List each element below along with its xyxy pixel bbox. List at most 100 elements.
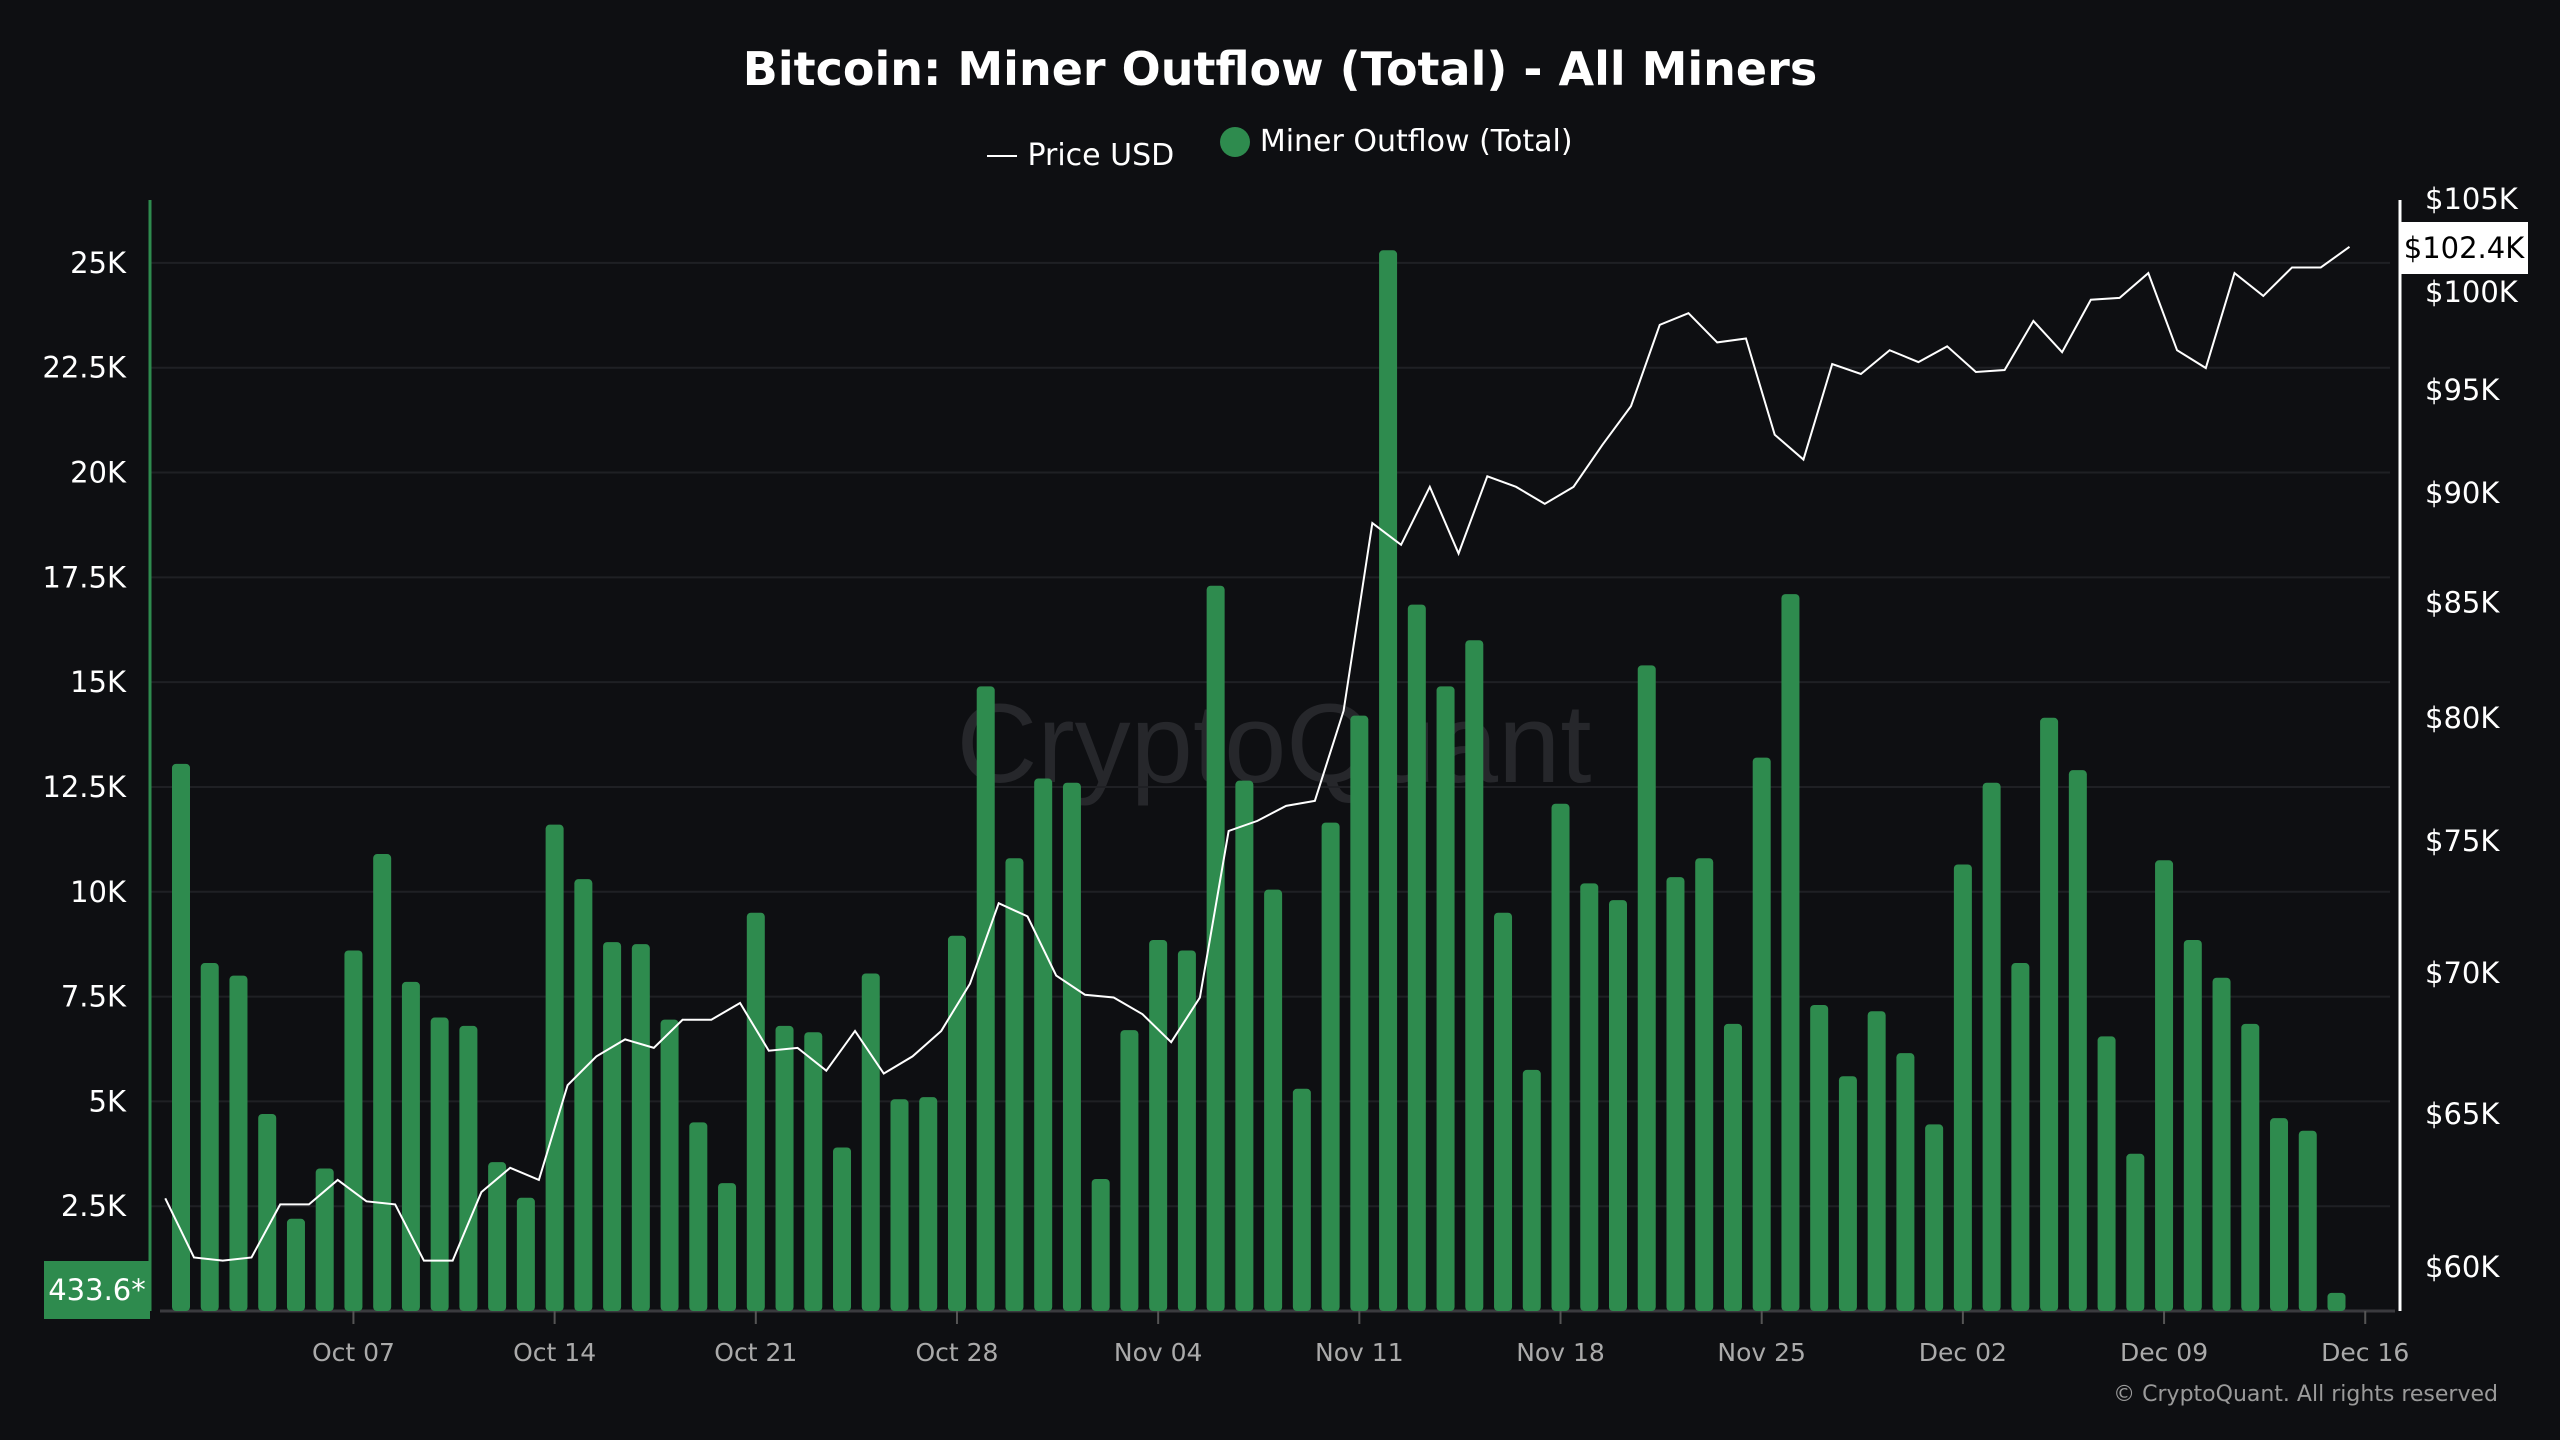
outflow-bar [1551, 803, 1570, 1311]
outflow-bar [775, 1025, 794, 1311]
left-tick-label: 17.5K [42, 560, 127, 594]
copyright-footer: © CryptoQuant. All rights reserved [2113, 1382, 2498, 1407]
outflow-bar [2183, 939, 2202, 1311]
right-tick-label: $85K [2425, 585, 2500, 619]
outflow-bar [344, 950, 363, 1311]
outflow-bar [1350, 715, 1369, 1311]
outflow-bar [200, 963, 219, 1311]
outflow-bar [861, 973, 880, 1311]
outflow-bar [2327, 1292, 2346, 1311]
outflow-bar [459, 1025, 478, 1311]
left-tick-label: 10K [70, 875, 127, 909]
legend-item-price[interactable]: Price USD [987, 138, 1174, 173]
outflow-bar [1379, 250, 1398, 1311]
x-tick-label: Dec 16 [2321, 1338, 2409, 1367]
outflow-bar [2298, 1130, 2317, 1311]
outflow-bar [2126, 1153, 2145, 1311]
x-tick-label: Nov 04 [1114, 1338, 1203, 1367]
right-tick-label: $90K [2425, 476, 2500, 510]
outflow-bar [746, 912, 765, 1311]
x-tick-label: Oct 28 [915, 1338, 998, 1367]
outflow-bar [1925, 1124, 1944, 1311]
outflow-bar [574, 879, 593, 1311]
outflow-bar [1666, 877, 1685, 1311]
last-outflow-label: 433.6* [48, 1273, 146, 1307]
legend: Price USD Miner Outflow (Total) [0, 124, 2560, 173]
dot-swatch-icon [1219, 126, 1250, 157]
outflow-bar [1810, 1004, 1829, 1311]
outflow-bar [1580, 883, 1599, 1311]
outflow-bar [258, 1113, 277, 1311]
outflow-bar [1522, 1069, 1541, 1311]
outflow-bar [833, 1147, 852, 1311]
outflow-bar [229, 975, 248, 1311]
x-tick-label: Dec 09 [2120, 1338, 2208, 1367]
outflow-bar [1436, 686, 1455, 1311]
outflow-bar [689, 1122, 708, 1311]
line-swatch-icon [987, 154, 1018, 157]
legend-label: Price USD [1027, 138, 1175, 173]
right-tick-label: $95K [2425, 373, 2500, 407]
left-tick-label: 2.5K [61, 1189, 127, 1223]
outflow-bar [890, 1099, 909, 1311]
outflow-bar [1005, 858, 1024, 1311]
outflow-bar [1896, 1053, 1915, 1311]
outflow-bar [1723, 1023, 1742, 1311]
outflow-bar [1292, 1088, 1311, 1311]
x-tick-label: Nov 11 [1315, 1338, 1404, 1367]
left-tick-label: 22.5K [42, 351, 127, 385]
right-tick-label: $60K [2425, 1250, 2500, 1284]
left-tick-label: 5K [89, 1084, 127, 1118]
outflow-bar [430, 1017, 449, 1311]
outflow-bar [1034, 778, 1053, 1311]
left-tick-label: 25K [70, 246, 127, 280]
legend-item-outflow[interactable]: Miner Outflow (Total) [1219, 124, 1573, 159]
outflow-bar [718, 1183, 737, 1311]
outflow-bar [286, 1218, 305, 1311]
left-tick-label: 7.5K [61, 980, 127, 1014]
right-tick-label: $65K [2425, 1097, 2500, 1131]
outflow-bar [1781, 594, 1800, 1311]
outflow-bar [2011, 963, 2030, 1311]
outflow-bar [660, 1019, 679, 1311]
outflow-bar [1235, 780, 1254, 1311]
last-price-label: $102.4K [2404, 231, 2525, 265]
last-outflow-badge [44, 1261, 150, 1319]
outflow-bar [2241, 1023, 2260, 1311]
outflow-bar [1120, 1030, 1139, 1311]
outflow-bar [1609, 900, 1627, 1311]
outflow-bar [2155, 860, 2174, 1311]
x-tick-label: Dec 02 [1919, 1338, 2007, 1367]
x-tick-label: Oct 14 [513, 1338, 596, 1367]
outflow-bar [315, 1168, 334, 1311]
right-tick-label: $75K [2425, 824, 2500, 858]
outflow-bar [1867, 1011, 1886, 1311]
outflow-bar [1407, 604, 1426, 1311]
outflow-bar [1465, 640, 1484, 1311]
outflow-bar [2040, 717, 2059, 1311]
outflow-bar [1321, 822, 1340, 1311]
x-tick-label: Oct 21 [714, 1338, 797, 1367]
outflow-bar [401, 981, 420, 1311]
outflow-bar [603, 942, 622, 1311]
chart-title: Bitcoin: Miner Outflow (Total) - All Min… [742, 42, 1818, 96]
x-tick-label: Oct 07 [312, 1338, 395, 1367]
outflow-bar [947, 935, 966, 1311]
outflow-bar [2068, 770, 2087, 1311]
outflow-bar [172, 763, 190, 1311]
outflow-bar [804, 1032, 823, 1311]
x-tick-label: Nov 18 [1516, 1338, 1605, 1367]
legend-label: Miner Outflow (Total) [1259, 124, 1573, 159]
outflow-bar [919, 1097, 938, 1311]
outflow-bar [976, 686, 995, 1311]
last-price-badge [2400, 222, 2528, 274]
outflow-bar [2270, 1118, 2289, 1311]
outflow-bar [488, 1162, 507, 1311]
outflow-bar [1062, 782, 1081, 1311]
right-tick-label: $80K [2425, 701, 2500, 735]
right-tick-label: $70K [2425, 956, 2500, 990]
outflow-bar [631, 944, 650, 1311]
outflow-bar [1637, 665, 1656, 1311]
outflow-bar [1838, 1076, 1857, 1311]
